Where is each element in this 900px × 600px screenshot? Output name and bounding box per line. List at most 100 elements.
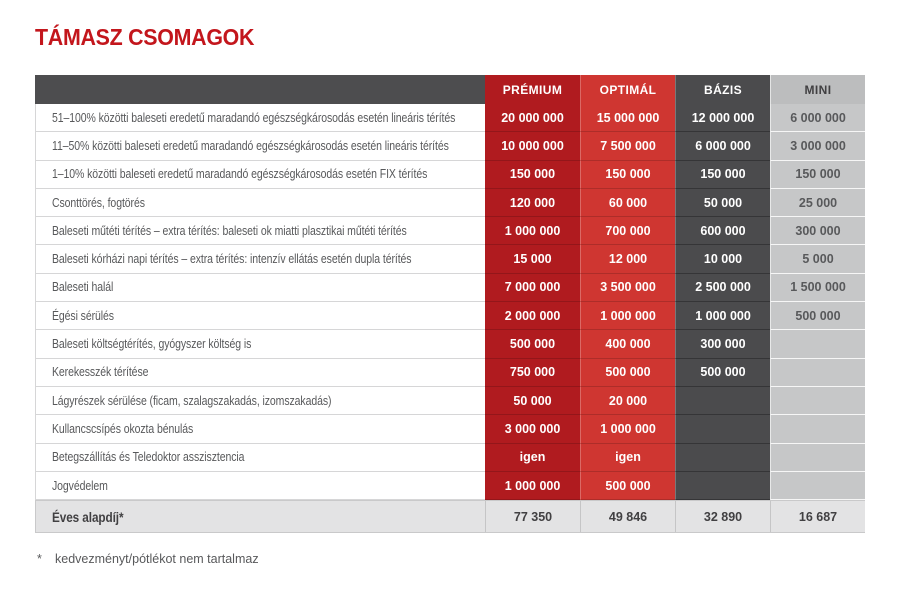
column-header-premium: PRÉMIUM — [485, 75, 580, 104]
row-label: Lágyrészek sérülése (ficam, szalagszakad… — [35, 386, 485, 416]
cell-bazis: 500 000 — [675, 358, 770, 387]
footnote: * kedvezményt/pótlékot nem tartalmaz — [37, 552, 259, 566]
table-row: 51–100% közötti baleseti eredetű maradan… — [35, 104, 865, 133]
cell-premium: 1 000 000 — [485, 471, 580, 501]
table-row: 11–50% közötti baleseti eredetű maradand… — [35, 132, 865, 161]
table-row: 1–10% közötti baleseti eredetű maradandó… — [35, 160, 865, 189]
cell-bazis — [675, 386, 770, 416]
cell-premium: 20 000 000 — [485, 104, 580, 133]
row-label: Kullancscsípés okozta bénulás — [35, 415, 485, 444]
cell-mini — [770, 358, 865, 387]
table-row: Égési sérülés 2 000 000 1 000 000 1 000 000… — [35, 302, 865, 331]
cell-optimal: 400 000 — [580, 330, 675, 359]
cell-optimal: 500 000 — [580, 471, 675, 501]
row-label: Baleseti költségtérítés, gyógyszer költs… — [35, 330, 485, 359]
cell-bazis: 150 000 — [675, 160, 770, 189]
table-header-row: PRÉMIUM OPTIMÁL BÁZIS MINI — [35, 75, 865, 104]
cell-premium: 2 000 000 — [485, 302, 580, 331]
row-label: Baleseti műtéti térítés – extra térítés:… — [35, 217, 485, 246]
page-title: TÁMASZ CSOMAGOK — [35, 24, 255, 50]
cell-mini — [770, 415, 865, 444]
cell-bazis — [675, 415, 770, 444]
cell-optimal: 3 500 000 — [580, 273, 675, 303]
summary-cell-premium: 77 350 — [485, 501, 580, 533]
column-header-optimal: OPTIMÁL — [580, 75, 675, 104]
cell-mini: 500 000 — [770, 302, 865, 331]
cell-premium: 15 000 — [485, 245, 580, 274]
table-row: Betegszállítás és Teledoktor asszisztenc… — [35, 443, 865, 472]
summary-cell-optimal: 49 846 — [580, 501, 675, 533]
cell-premium: 500 000 — [485, 330, 580, 359]
table-row: Csonttörés, fogtörés 120 000 60 000 50 000 2… — [35, 188, 865, 218]
summary-label: Éves alapdíj* — [35, 501, 485, 533]
cell-bazis — [675, 471, 770, 501]
cell-optimal: 60 000 — [580, 188, 675, 218]
row-label: Baleseti kórházi napi térítés – extra té… — [35, 245, 485, 274]
footnote-text: kedvezményt/pótlékot nem tartalmaz — [55, 552, 259, 566]
table-rows: 51–100% közötti baleseti eredetű maradan… — [35, 104, 865, 501]
column-header-bazis: BÁZIS — [675, 75, 770, 104]
row-label: Égési sérülés — [35, 302, 485, 331]
table-row: Kerekesszék térítése 750 000 500 000 500 00… — [35, 358, 865, 387]
cell-optimal: 12 000 — [580, 245, 675, 274]
cell-optimal: 500 000 — [580, 358, 675, 387]
cell-optimal: 1 000 000 — [580, 302, 675, 331]
cell-premium: igen — [485, 443, 580, 472]
cell-premium: 50 000 — [485, 386, 580, 416]
table-row: Kullancscsípés okozta bénulás 3 000 000 1 … — [35, 415, 865, 444]
cell-mini: 300 000 — [770, 217, 865, 246]
table-row: Baleseti kórházi napi térítés – extra té… — [35, 245, 865, 274]
summary-cell-bazis: 32 890 — [675, 501, 770, 533]
summary-row: Éves alapdíj* 77 350 49 846 32 890 16 68… — [35, 500, 865, 534]
table-row: Baleseti műtéti térítés – extra térítés:… — [35, 217, 865, 246]
cell-bazis: 600 000 — [675, 217, 770, 246]
column-header-empty — [35, 75, 485, 104]
cell-optimal: 150 000 — [580, 160, 675, 189]
cell-optimal: 7 500 000 — [580, 132, 675, 161]
cell-premium: 750 000 — [485, 358, 580, 387]
cell-mini — [770, 330, 865, 359]
cell-premium: 7 000 000 — [485, 273, 580, 303]
cell-bazis: 300 000 — [675, 330, 770, 359]
row-label: Betegszállítás és Teledoktor asszisztenc… — [35, 443, 485, 472]
cell-optimal: 15 000 000 — [580, 104, 675, 133]
table-row: Jogvédelem 1 000 000 500 000 — [35, 471, 865, 501]
row-label: Jogvédelem — [35, 471, 485, 501]
cell-premium: 150 000 — [485, 160, 580, 189]
row-label: Csonttörés, fogtörés — [35, 188, 485, 218]
cell-bazis: 6 000 000 — [675, 132, 770, 161]
cell-mini: 1 500 000 — [770, 273, 865, 303]
cell-premium: 120 000 — [485, 188, 580, 218]
cell-optimal: 20 000 — [580, 386, 675, 416]
table-row: Lágyrészek sérülése (ficam, szalagszakad… — [35, 386, 865, 416]
row-label: Baleseti halál — [35, 273, 485, 303]
table-row: Baleseti költségtérítés, gyógyszer költs… — [35, 330, 865, 359]
cell-mini: 6 000 000 — [770, 104, 865, 133]
cell-bazis — [675, 443, 770, 472]
cell-bazis: 2 500 000 — [675, 273, 770, 303]
cell-mini — [770, 443, 865, 472]
cell-mini: 3 000 000 — [770, 132, 865, 161]
cell-mini: 25 000 — [770, 188, 865, 218]
column-header-mini: MINI — [770, 75, 865, 104]
cell-bazis: 10 000 — [675, 245, 770, 274]
row-label: Kerekesszék térítése — [35, 358, 485, 387]
cell-bazis: 1 000 000 — [675, 302, 770, 331]
cell-premium: 3 000 000 — [485, 415, 580, 444]
cell-optimal: igen — [580, 443, 675, 472]
cell-optimal: 700 000 — [580, 217, 675, 246]
cell-premium: 1 000 000 — [485, 217, 580, 246]
cell-bazis: 50 000 — [675, 188, 770, 218]
cell-mini — [770, 471, 865, 501]
row-label: 1–10% közötti baleseti eredetű maradandó… — [35, 160, 485, 189]
summary-cell-mini: 16 687 — [770, 501, 865, 533]
cell-mini — [770, 386, 865, 416]
cell-mini: 150 000 — [770, 160, 865, 189]
packages-table: PRÉMIUM OPTIMÁL BÁZIS MINI 51–100% közöt… — [35, 75, 865, 534]
cell-optimal: 1 000 000 — [580, 415, 675, 444]
row-label: 51–100% közötti baleseti eredetű maradan… — [35, 104, 485, 133]
table-row: Baleseti halál 7 000 000 3 500 000 2 500 00… — [35, 273, 865, 303]
footnote-asterisk: * — [37, 552, 42, 566]
cell-mini: 5 000 — [770, 245, 865, 274]
row-label: 11–50% közötti baleseti eredetű maradand… — [35, 132, 485, 161]
